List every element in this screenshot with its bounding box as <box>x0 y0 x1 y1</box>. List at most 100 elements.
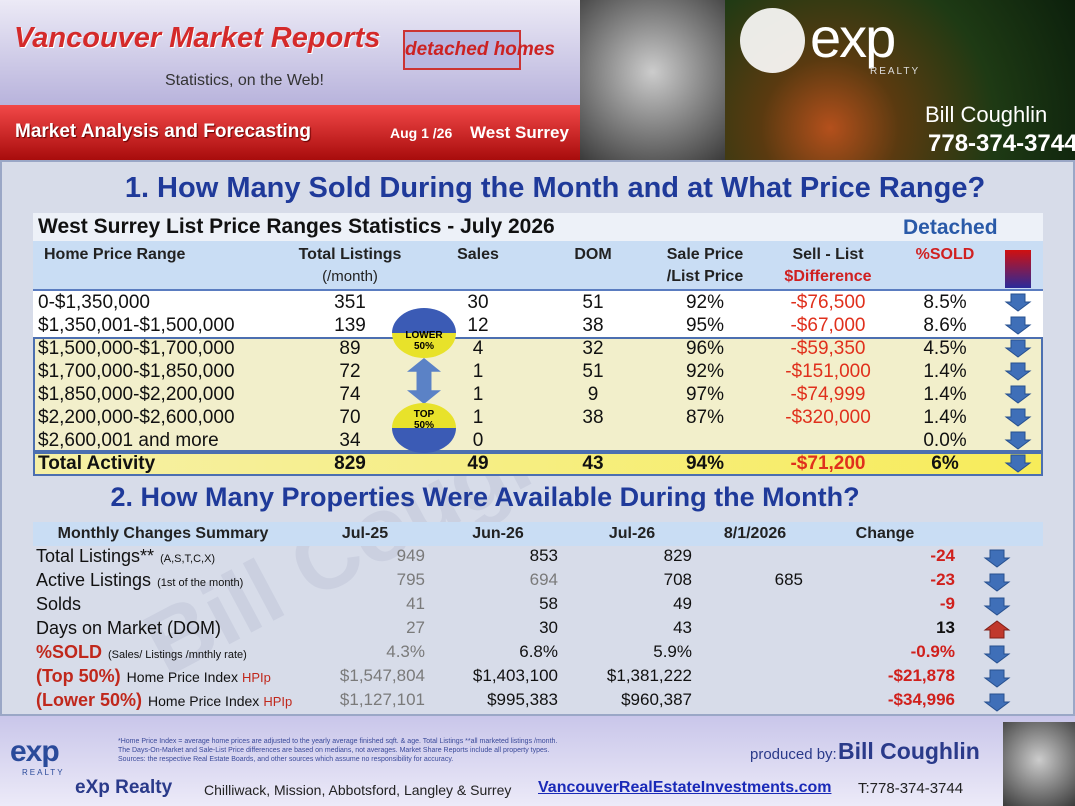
table-cell: $2,600,001 and more <box>38 430 219 451</box>
row-label: Days on Market (DOM) <box>36 616 221 640</box>
trend-arrow <box>1005 339 1031 358</box>
table-cell: $995,383 <box>487 690 558 709</box>
table-cell: $1,381,222 <box>606 666 692 685</box>
table-cell: $1,547,804 <box>339 666 425 685</box>
table-cell: -$59,350 <box>790 338 866 359</box>
badge-text: 50% <box>413 420 434 431</box>
badge-lower: LOWER 50% <box>392 308 456 358</box>
table-cell: 38 <box>582 407 604 428</box>
label-note: (A,S,T,C,X) <box>160 553 216 565</box>
table-cell: 32 <box>582 338 604 359</box>
trend-arrow <box>984 597 1010 616</box>
table-cell: 92% <box>685 361 725 382</box>
table-cell: 87% <box>685 407 725 428</box>
title: Vancouver Market Reports <box>14 22 381 54</box>
table-cell: 708 <box>663 570 692 589</box>
column-header: Total Listings <box>298 246 402 263</box>
areas: Chilliwack, Mission, Abbotsford, Langley… <box>204 782 512 798</box>
change-cell: -23 <box>930 570 955 589</box>
table-cell: 41 <box>406 594 425 613</box>
produced-by: produced by: <box>750 746 837 763</box>
row-label: (Top 50%) Home Price Index HPIp <box>36 664 271 690</box>
column-header: Sales <box>457 246 499 263</box>
footer-band <box>0 716 1075 806</box>
column-header: (/month) <box>322 268 378 285</box>
badge-text: LOWER <box>405 330 443 341</box>
column-header: Jun-26 <box>472 525 524 542</box>
table-cell: 0 <box>472 430 484 451</box>
table-cell: 38 <box>582 315 604 336</box>
table1-type: Detached <box>903 216 998 239</box>
table-cell: -$71,200 <box>790 453 866 474</box>
company: eXp Realty <box>75 777 173 798</box>
row-label: (Lower 50%) Home Price Index HPIp <box>36 688 292 714</box>
rows-mid-bg <box>33 337 1043 452</box>
label-text: %SOLD <box>36 642 103 662</box>
trend-arrow <box>1005 431 1031 450</box>
table-cell: 49 <box>467 453 489 474</box>
footer-notes: *Home Price Index = average home prices … <box>118 737 557 764</box>
table-cell: 6.8% <box>519 642 558 661</box>
table-cell: 6% <box>931 453 959 474</box>
table-cell: 795 <box>396 570 425 589</box>
table1-title-bar <box>33 213 1043 241</box>
table-cell: 94% <box>685 453 725 474</box>
column-header: Home Price Range <box>44 246 186 263</box>
column-header: Jul-26 <box>608 525 656 542</box>
trend-arrow <box>1005 316 1031 335</box>
change-cell: -$21,878 <box>887 666 955 685</box>
table-cell: 1.4% <box>923 384 967 405</box>
table-cell: 1 <box>472 361 484 382</box>
table-cell: -$76,500 <box>790 292 866 313</box>
table-cell: 685 <box>774 570 803 589</box>
table2-header-bg <box>33 522 1043 546</box>
agent-photo <box>580 0 725 160</box>
table-cell: 1 <box>472 384 484 405</box>
red-band <box>0 105 580 160</box>
trend-arrow <box>1005 293 1031 312</box>
area: West Surrey <box>470 123 569 142</box>
table-cell: -$67,000 <box>790 315 866 336</box>
subtitle: Statistics, on the Web! <box>165 72 324 89</box>
column-header: /List Price <box>666 268 744 285</box>
row-label: Solds <box>36 592 81 616</box>
table-cell: $1,500,000-$1,700,000 <box>38 338 235 359</box>
table-cell: 9 <box>587 384 599 405</box>
website-link[interactable]: VancouverRealEstateInvestments.com <box>538 779 832 796</box>
table-cell: 30 <box>539 618 558 637</box>
table-cell: $2,200,000-$2,600,000 <box>38 407 235 428</box>
table-cell: $1,850,000-$2,200,000 <box>38 384 235 405</box>
table-cell: 139 <box>334 315 366 336</box>
trend-arrow <box>984 669 1010 688</box>
badge-top: TOP 50% <box>392 403 456 453</box>
change-cell: -24 <box>930 546 955 565</box>
logo: exp <box>810 6 896 69</box>
column-header: %SOLD <box>915 246 975 263</box>
table-cell: 0-$1,350,000 <box>38 292 150 313</box>
table-cell: 72 <box>339 361 361 382</box>
label-text: Active Listings <box>36 570 152 590</box>
change-cell: -$34,996 <box>887 690 955 709</box>
trend-arrow <box>984 693 1010 712</box>
table-cell: 8.5% <box>923 292 967 313</box>
table-cell: 34 <box>339 430 361 451</box>
label-suffix: HPIp <box>241 670 271 685</box>
table-cell: Total Activity <box>38 453 156 474</box>
table-cell: $1,403,100 <box>472 666 558 685</box>
table-cell: $960,387 <box>621 690 692 709</box>
logo-sub: REALTY <box>870 66 921 77</box>
column-header: $Difference <box>784 268 872 285</box>
column-header: Sale Price <box>666 246 744 263</box>
table-cell: 51 <box>582 361 604 382</box>
section1-heading: 1. How Many Sold During the Month and at… <box>124 172 986 204</box>
change-cell: -9 <box>939 594 955 613</box>
column-header: Monthly Changes Summary <box>57 525 269 542</box>
rows-top-bg <box>33 291 1043 337</box>
label-text: (Top 50%) <box>36 666 121 686</box>
column-header: Jul-25 <box>341 525 389 542</box>
table-cell: 4 <box>472 338 484 359</box>
change-cell: 13 <box>936 618 955 637</box>
table-cell: 43 <box>582 453 604 474</box>
table-cell: 92% <box>685 292 725 313</box>
